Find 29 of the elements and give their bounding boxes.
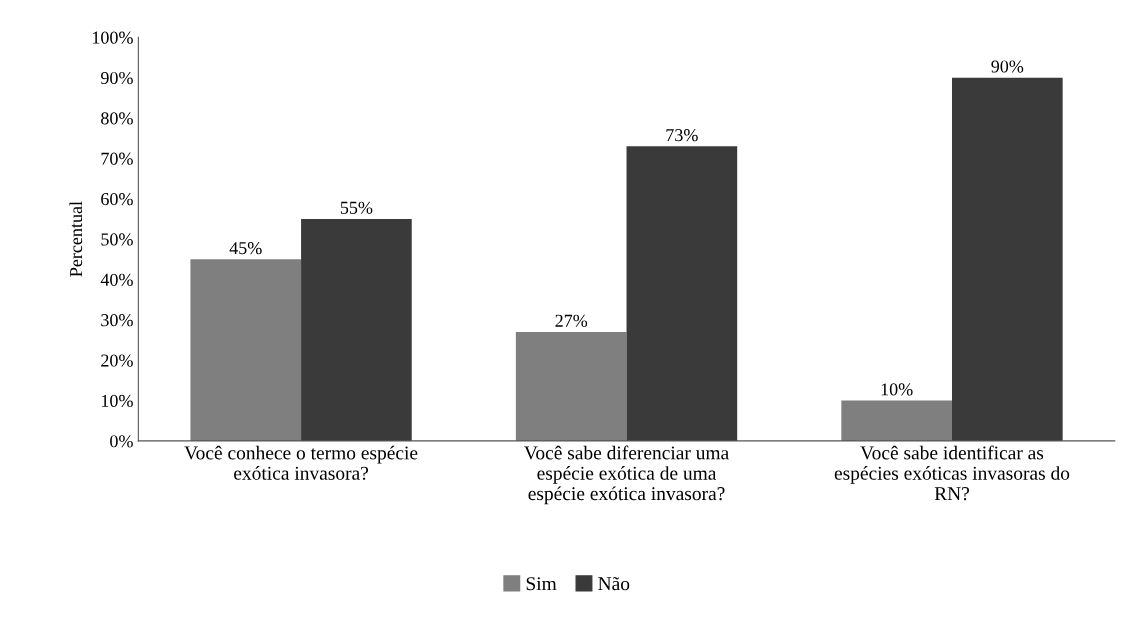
y-axis-title: Percentual	[69, 201, 83, 277]
data-label: 90%	[991, 60, 1024, 73]
data-label: 27%	[555, 314, 588, 327]
y-tick-label: 10%	[101, 394, 133, 408]
y-tick-label: 0%	[110, 435, 133, 448]
x-tick-label: Você sabe diferenciar uma espécie exótica de uma espécie exótica invasora?	[524, 445, 729, 505]
bar	[301, 218, 412, 441]
y-tick-label: 40%	[100, 273, 133, 286]
y-tick-label: 30%	[101, 314, 133, 327]
legend-label: Não	[598, 576, 630, 591]
y-tick-label: 90%	[100, 71, 133, 85]
bar	[190, 259, 302, 441]
y-tick-label: 20%	[101, 354, 133, 367]
y-tick-label: 70%	[101, 152, 133, 165]
y-tick-label: 60%	[101, 192, 133, 206]
y-tick-label: 80%	[101, 112, 133, 125]
y-tick-label: 50%	[101, 233, 133, 246]
data-label: 73%	[666, 129, 698, 142]
y-tick-label: 100%	[92, 31, 133, 44]
data-label: 55%	[340, 201, 373, 214]
bar	[951, 77, 1063, 441]
data-label: 10%	[881, 383, 913, 396]
data-label: 45%	[229, 242, 262, 255]
bar	[515, 331, 627, 441]
x-tick-label: Você sabe identificar as espécies exóticas invasoras do RN?	[834, 445, 1070, 501]
bar	[841, 400, 952, 441]
bar	[626, 146, 738, 441]
legend-label: Sim	[526, 577, 557, 591]
x-tick-label: Você conhece o termo espécie exótica invasora?	[184, 445, 418, 480]
